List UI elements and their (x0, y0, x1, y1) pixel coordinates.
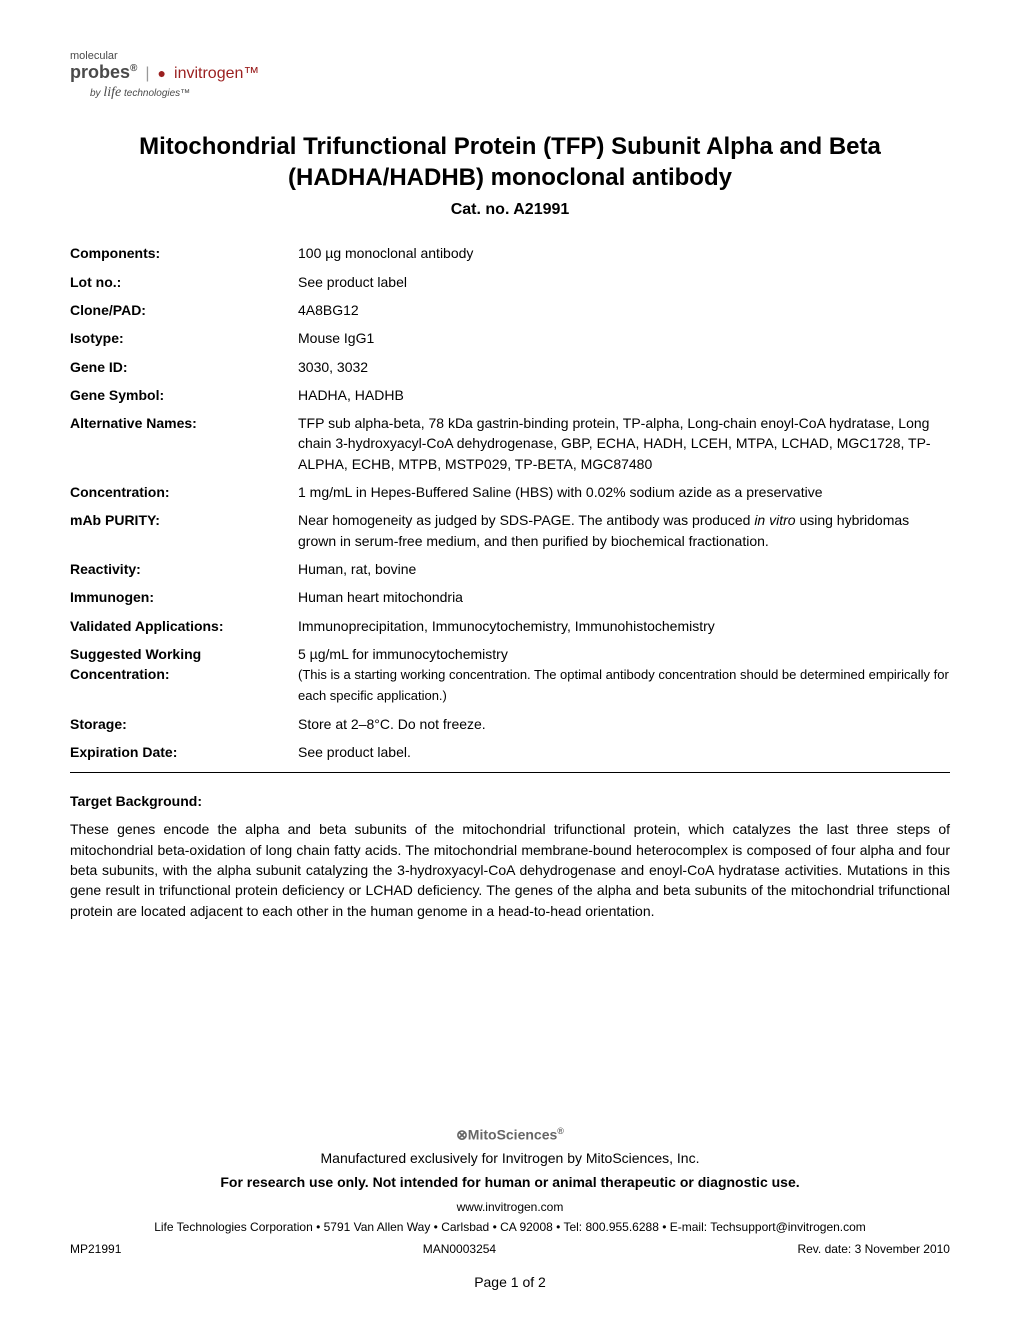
spec-row: Clone/PAD:4A8BG12 (70, 296, 950, 324)
logo-invitrogen: invitrogen™ (174, 65, 259, 83)
spec-row: Expiration Date:See product label. (70, 738, 950, 773)
page-footer: ⊗MitoSciences® Manufactured exclusively … (70, 1126, 950, 1290)
spec-value: 100 µg monoclonal antibody (290, 239, 950, 267)
specs-table: Components:100 µg monoclonal antibody Lo… (70, 239, 950, 773)
spec-label: Concentration: (70, 478, 290, 506)
spec-value: Human, rat, bovine (290, 555, 950, 583)
spec-value: 3030, 3032 (290, 353, 950, 381)
spec-label: Immunogen: (70, 583, 290, 611)
manufactured-text: Manufactured exclusively for Invitrogen … (70, 1150, 950, 1166)
spec-row: Isotype:Mouse IgG1 (70, 324, 950, 352)
logo-probes: probes® (70, 62, 137, 83)
spec-label: Expiration Date: (70, 738, 290, 773)
doc-id-center: MAN0003254 (423, 1242, 496, 1256)
spec-row: Lot no.:See product label (70, 268, 950, 296)
logo-byline: by life technologies™ (90, 85, 950, 101)
target-background-body: These genes encode the alpha and beta su… (70, 819, 950, 920)
spec-row: Gene Symbol:HADHA, HADHB (70, 381, 950, 409)
spec-row: Gene ID:3030, 3032 (70, 353, 950, 381)
spec-row: Components:100 µg monoclonal antibody (70, 239, 950, 267)
spec-value: 1 mg/mL in Hepes-Buffered Saline (HBS) w… (290, 478, 950, 506)
website-text: www.invitrogen.com (70, 1200, 950, 1214)
spec-label: Reactivity: (70, 555, 290, 583)
spec-row: Concentration:1 mg/mL in Hepes-Buffered … (70, 478, 950, 506)
spec-label: Alternative Names: (70, 409, 290, 478)
invitrogen-icon: ● (158, 65, 166, 81)
spec-row: Immunogen:Human heart mitochondria (70, 583, 950, 611)
spec-row: Suggested WorkingConcentration: 5 µg/mL … (70, 640, 950, 710)
target-background-header: Target Background: (70, 793, 950, 809)
spec-value: 4A8BG12 (290, 296, 950, 324)
spec-label: Gene ID: (70, 353, 290, 381)
mitosciences-logo: ⊗MitoSciences® (70, 1126, 950, 1144)
spec-value: See product label (290, 268, 950, 296)
spec-label: Gene Symbol: (70, 381, 290, 409)
research-only-text: For research use only. Not intended for … (70, 1174, 950, 1190)
spec-label: mAb PURITY: (70, 506, 290, 555)
spec-value: 5 µg/mL for immunocytochemistry(This is … (290, 640, 950, 710)
spec-value: Near homogeneity as judged by SDS-PAGE. … (290, 506, 950, 555)
spec-label: Lot no.: (70, 268, 290, 296)
brand-logo: molecular probes® | ● invitrogen™ by lif… (70, 50, 950, 101)
spec-label: Validated Applications: (70, 612, 290, 640)
logo-molecular: molecular (70, 50, 950, 62)
spec-label: Suggested WorkingConcentration: (70, 640, 290, 710)
page-title: Mitochondrial Trifunctional Protein (TFP… (70, 131, 950, 193)
spec-value: Human heart mitochondria (290, 583, 950, 611)
spec-value: HADHA, HADHB (290, 381, 950, 409)
doc-id-row: MP21991 MAN0003254 Rev. date: 3 November… (70, 1242, 950, 1256)
spec-row: Reactivity:Human, rat, bovine (70, 555, 950, 583)
doc-id-right: Rev. date: 3 November 2010 (797, 1242, 950, 1256)
spec-label: Clone/PAD: (70, 296, 290, 324)
spec-row: mAb PURITY:Near homogeneity as judged by… (70, 506, 950, 555)
spec-value: TFP sub alpha-beta, 78 kDa gastrin-bindi… (290, 409, 950, 478)
spec-label: Storage: (70, 710, 290, 738)
spec-value: See product label. (290, 738, 950, 773)
spec-value: Mouse IgG1 (290, 324, 950, 352)
spec-value: Store at 2–8°C. Do not freeze. (290, 710, 950, 738)
spec-label: Isotype: (70, 324, 290, 352)
page-number: Page 1 of 2 (70, 1274, 950, 1290)
spec-row: Validated Applications:Immunoprecipitati… (70, 612, 950, 640)
spec-value: Immunoprecipitation, Immunocytochemistry… (290, 612, 950, 640)
contact-info: Life Technologies Corporation • 5791 Van… (70, 1220, 950, 1234)
spec-label: Components: (70, 239, 290, 267)
catalog-number: Cat. no. A21991 (70, 201, 950, 219)
spec-row: Alternative Names:TFP sub alpha-beta, 78… (70, 409, 950, 478)
doc-id-left: MP21991 (70, 1242, 121, 1256)
spec-row: Storage:Store at 2–8°C. Do not freeze. (70, 710, 950, 738)
logo-separator: | (145, 65, 149, 83)
